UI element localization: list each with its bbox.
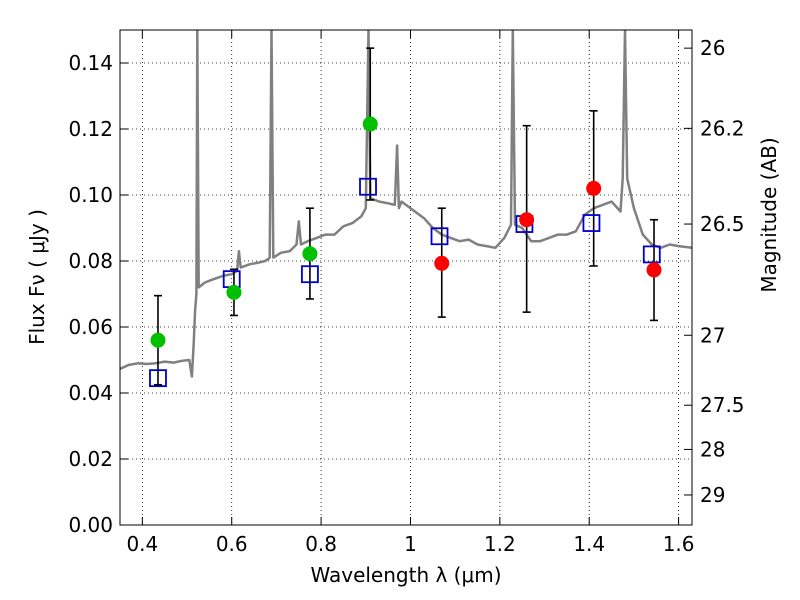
- model-square-marker: [301, 265, 319, 284]
- x-axis-ticks: 0.4 0.6 0.8 1 1.2 1.4 1.6: [126, 30, 695, 556]
- x-tick-label: 1.6: [663, 532, 695, 556]
- observed-circle-marker: [226, 284, 242, 300]
- model-square-marker: [430, 227, 449, 246]
- x-tick-label: 1.4: [573, 532, 605, 556]
- right-tick-label: 29: [700, 483, 725, 507]
- x-tick-label: 0.8: [305, 532, 337, 556]
- observed-circle-marker: [586, 180, 602, 196]
- observed-circle-marker: [362, 116, 378, 132]
- y-axis-label: Flux Fν ( μJy ): [25, 209, 49, 345]
- observed-circle-marker: [434, 255, 450, 271]
- model-square-marker: [359, 177, 377, 196]
- y-tick-label: 0.12: [68, 117, 113, 141]
- x-tick-label: 1: [404, 532, 417, 556]
- y-tick-label: 0.08: [68, 249, 113, 273]
- right-tick-label: 26: [700, 36, 725, 60]
- observed-circle-marker: [302, 246, 318, 262]
- right-tick-label: 26.5: [700, 212, 745, 236]
- plot-area: [120, 30, 692, 525]
- model-square-marker: [642, 245, 661, 264]
- right-tick-label: 26.2: [700, 116, 745, 140]
- x-tick-label: 0.6: [216, 532, 248, 556]
- y-tick-label: 0.04: [68, 381, 113, 405]
- x-axis-label: Wavelength λ (μm): [310, 563, 501, 587]
- model-square-marker: [582, 214, 601, 232]
- right-tick-label: 27.5: [700, 393, 745, 417]
- right-axis-label: Magnitude (AB): [757, 137, 781, 292]
- x-tick-label: 1.2: [484, 532, 516, 556]
- right-tick-label: 27: [700, 323, 725, 347]
- y-tick-label: 0.02: [68, 447, 113, 471]
- model-square-marker: [149, 369, 167, 388]
- y-tick-label: 0.14: [68, 51, 113, 75]
- y-tick-label: 0.00: [68, 513, 113, 537]
- y-tick-label: 0.10: [68, 183, 113, 207]
- x-tick-label: 0.4: [126, 532, 158, 556]
- y-tick-label: 0.06: [68, 315, 113, 339]
- data-markers: [149, 116, 662, 388]
- observed-circle-marker: [150, 332, 166, 348]
- y-axis-ticks: 0.00 0.02 0.04 0.06 0.08 0.10 0.12 0.14: [68, 51, 128, 537]
- observed-circle-marker: [646, 262, 662, 278]
- right-tick-label: 28: [700, 437, 725, 461]
- observed-circle-marker: [519, 212, 535, 228]
- right-axis-ticks: 26 26.2 26.5 27 27.5 28 29: [684, 36, 745, 507]
- plot-frame: [119, 29, 693, 526]
